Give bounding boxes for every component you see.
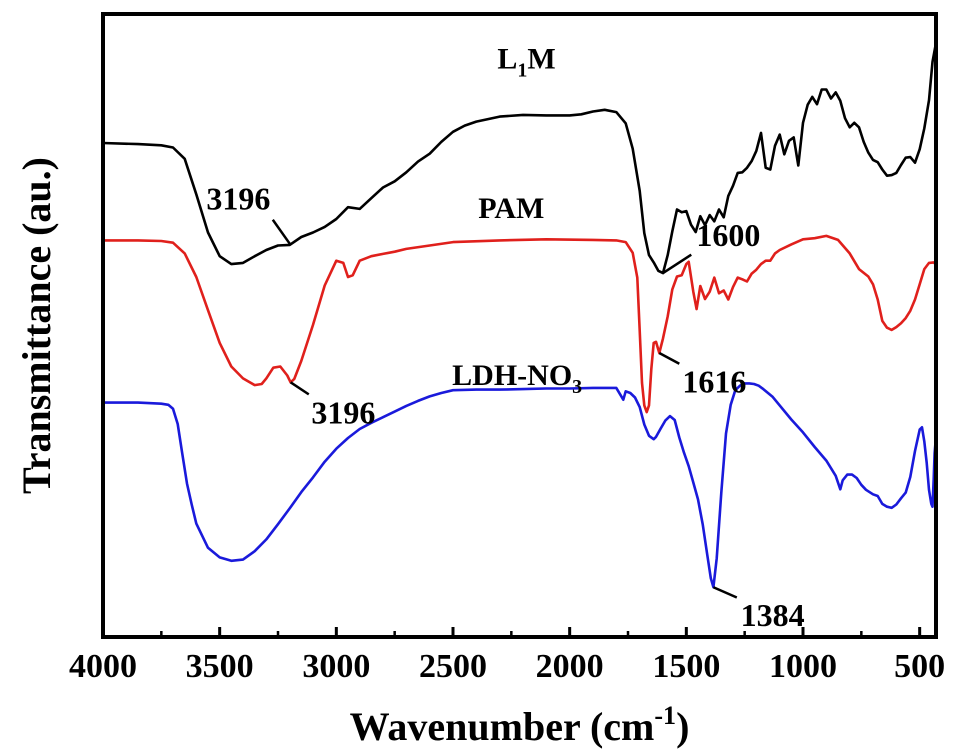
series-line-ldh-no3 bbox=[103, 382, 937, 589]
x-tick-label: 1000 bbox=[769, 648, 837, 685]
series-labels: L1M PAM LDH-NO3 bbox=[452, 43, 582, 398]
x-tick-label: 2000 bbox=[536, 648, 604, 685]
annotation-label: 3196 bbox=[206, 180, 270, 216]
annotation-leader bbox=[289, 381, 310, 396]
series-label-ldh-no3: LDH-NO3 bbox=[452, 359, 582, 398]
x-tick-label: 1500 bbox=[652, 648, 720, 685]
x-ticks: 4000 3500 3000 2500 2000 1500 1000 500 bbox=[69, 627, 945, 685]
x-axis-title-sup: -1 bbox=[654, 701, 676, 730]
x-axis-title: Wavenumber (cm-1) bbox=[350, 701, 690, 749]
annotation-label: 1600 bbox=[696, 217, 760, 253]
annotation-label: 3196 bbox=[311, 394, 375, 430]
annotation-leader bbox=[662, 253, 692, 275]
x-axis-title-close: ) bbox=[676, 704, 689, 749]
x-tick-label: 2500 bbox=[419, 648, 487, 685]
plot-frame bbox=[101, 12, 938, 639]
annotation-leader bbox=[271, 219, 292, 246]
x-axis-title-main: Wavenumber (cm bbox=[350, 704, 655, 749]
annotation-label: 1616 bbox=[682, 363, 746, 399]
annotation-leader bbox=[712, 586, 738, 599]
series-label-pam: PAM bbox=[478, 192, 544, 225]
x-tick-label: 4000 bbox=[69, 648, 137, 685]
annotation-label: 1384 bbox=[741, 597, 805, 633]
annotation-leader bbox=[658, 351, 680, 365]
x-tick-label: 3000 bbox=[302, 648, 370, 685]
x-tick-label: 3500 bbox=[186, 648, 254, 685]
y-axis-title: Transmittance (au.) bbox=[14, 157, 59, 494]
annotations: 3196 1600 3196 1616 1384 bbox=[206, 180, 804, 633]
series-label-l1m: L1M bbox=[497, 43, 555, 82]
series-line-l1m bbox=[102, 45, 937, 275]
x-tick-label: 500 bbox=[894, 648, 945, 685]
plot-area bbox=[102, 45, 937, 589]
